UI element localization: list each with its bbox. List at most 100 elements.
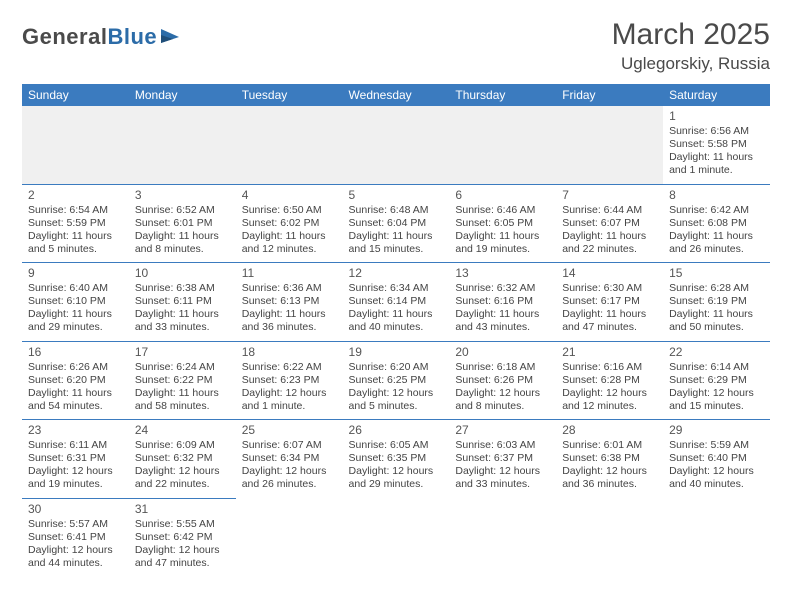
sunrise-text: Sunrise: 6:52 AM [135,204,230,217]
sunset-text: Sunset: 6:29 PM [669,374,764,387]
sunset-text: Sunset: 6:32 PM [135,452,230,465]
day-number: 13 [455,266,550,280]
calendar-cell: 16Sunrise: 6:26 AMSunset: 6:20 PMDayligh… [22,341,129,420]
flag-icon [159,27,185,48]
daylight-text: Daylight: 11 hours and 29 minutes. [28,308,123,334]
sunrise-text: Sunrise: 5:59 AM [669,439,764,452]
day-number: 9 [28,266,123,280]
calendar-cell [556,498,663,576]
logo: GeneralBlue [22,24,185,50]
calendar-cell: 23Sunrise: 6:11 AMSunset: 6:31 PMDayligh… [22,420,129,499]
header: GeneralBlue March 2025 Uglegorskiy, Russ… [22,18,770,74]
sunrise-text: Sunrise: 6:09 AM [135,439,230,452]
day-number: 17 [135,345,230,359]
calendar-cell [236,498,343,576]
day-number: 28 [562,423,657,437]
sunset-text: Sunset: 6:11 PM [135,295,230,308]
daylight-text: Daylight: 12 hours and 33 minutes. [455,465,550,491]
sunrise-text: Sunrise: 6:11 AM [28,439,123,452]
daylight-text: Daylight: 11 hours and 47 minutes. [562,308,657,334]
logo-text: GeneralBlue [22,24,157,50]
calendar-cell [663,498,770,576]
daylight-text: Daylight: 11 hours and 19 minutes. [455,230,550,256]
day-info: Sunrise: 6:44 AMSunset: 6:07 PMDaylight:… [562,204,657,257]
day-header: Sunday [22,84,129,106]
sunrise-text: Sunrise: 6:24 AM [135,361,230,374]
calendar-table: SundayMondayTuesdayWednesdayThursdayFrid… [22,84,770,576]
sunrise-text: Sunrise: 6:40 AM [28,282,123,295]
day-info: Sunrise: 6:11 AMSunset: 6:31 PMDaylight:… [28,439,123,492]
calendar-cell: 30Sunrise: 5:57 AMSunset: 6:41 PMDayligh… [22,498,129,576]
day-info: Sunrise: 6:22 AMSunset: 6:23 PMDaylight:… [242,361,337,414]
daylight-text: Daylight: 12 hours and 29 minutes. [349,465,444,491]
month-title: March 2025 [612,18,770,52]
calendar-row: 2Sunrise: 6:54 AMSunset: 5:59 PMDaylight… [22,184,770,263]
day-info: Sunrise: 6:14 AMSunset: 6:29 PMDaylight:… [669,361,764,414]
sunrise-text: Sunrise: 6:48 AM [349,204,444,217]
sunrise-text: Sunrise: 6:16 AM [562,361,657,374]
sunset-text: Sunset: 6:26 PM [455,374,550,387]
sunrise-text: Sunrise: 6:32 AM [455,282,550,295]
daylight-text: Daylight: 11 hours and 5 minutes. [28,230,123,256]
sunset-text: Sunset: 6:02 PM [242,217,337,230]
sunrise-text: Sunrise: 6:07 AM [242,439,337,452]
day-info: Sunrise: 6:52 AMSunset: 6:01 PMDaylight:… [135,204,230,257]
sunset-text: Sunset: 6:28 PM [562,374,657,387]
calendar-row: 16Sunrise: 6:26 AMSunset: 6:20 PMDayligh… [22,341,770,420]
calendar-cell: 17Sunrise: 6:24 AMSunset: 6:22 PMDayligh… [129,341,236,420]
daylight-text: Daylight: 11 hours and 40 minutes. [349,308,444,334]
day-info: Sunrise: 6:36 AMSunset: 6:13 PMDaylight:… [242,282,337,335]
day-info: Sunrise: 6:03 AMSunset: 6:37 PMDaylight:… [455,439,550,492]
day-info: Sunrise: 6:18 AMSunset: 6:26 PMDaylight:… [455,361,550,414]
day-number: 20 [455,345,550,359]
calendar-cell: 5Sunrise: 6:48 AMSunset: 6:04 PMDaylight… [343,184,450,263]
daylight-text: Daylight: 11 hours and 54 minutes. [28,387,123,413]
sunrise-text: Sunrise: 6:01 AM [562,439,657,452]
day-number: 2 [28,188,123,202]
day-info: Sunrise: 6:32 AMSunset: 6:16 PMDaylight:… [455,282,550,335]
daylight-text: Daylight: 12 hours and 19 minutes. [28,465,123,491]
calendar-cell: 13 Sunrise: 6:32 AMSunset: 6:16 PMDayligh… [449,263,556,342]
sunset-text: Sunset: 6:13 PM [242,295,337,308]
daylight-text: Daylight: 12 hours and 5 minutes. [349,387,444,413]
sunrise-text: Sunrise: 6:42 AM [669,204,764,217]
location: Uglegorskiy, Russia [612,54,770,74]
calendar-cell [556,106,663,184]
daylight-text: Daylight: 11 hours and 8 minutes. [135,230,230,256]
calendar-cell: 19Sunrise: 6:20 AMSunset: 6:25 PMDayligh… [343,341,450,420]
sunrise-text: Sunrise: 6:14 AM [669,361,764,374]
calendar-row: 23Sunrise: 6:11 AMSunset: 6:31 PMDayligh… [22,420,770,499]
calendar-cell: 12Sunrise: 6:34 AMSunset: 6:14 PMDayligh… [343,263,450,342]
calendar-cell [236,106,343,184]
calendar-cell: 9Sunrise: 6:40 AMSunset: 6:10 PMDaylight… [22,263,129,342]
day-info: Sunrise: 5:55 AMSunset: 6:42 PMDaylight:… [135,518,230,571]
sunrise-text: Sunrise: 5:57 AM [28,518,123,531]
sunrise-text: Sunrise: 6:18 AM [455,361,550,374]
calendar-cell: 6Sunrise: 6:46 AMSunset: 6:05 PMDaylight… [449,184,556,263]
calendar-cell: 4Sunrise: 6:50 AMSunset: 6:02 PMDaylight… [236,184,343,263]
daylight-text: Daylight: 12 hours and 8 minutes. [455,387,550,413]
day-header: Saturday [663,84,770,106]
calendar-cell: 3Sunrise: 6:52 AMSunset: 6:01 PMDaylight… [129,184,236,263]
sunset-text: Sunset: 6:14 PM [349,295,444,308]
day-info: Sunrise: 6:16 AMSunset: 6:28 PMDaylight:… [562,361,657,414]
sunset-text: Sunset: 6:23 PM [242,374,337,387]
calendar-cell: 22 Sunrise: 6:14 AMSunset: 6:29 PMDayligh… [663,341,770,420]
daylight-text: Daylight: 12 hours and 36 minutes. [562,465,657,491]
daylight-text: Daylight: 11 hours and 43 minutes. [455,308,550,334]
sunset-text: Sunset: 6:22 PM [135,374,230,387]
sunset-text: Sunset: 6:07 PM [562,217,657,230]
calendar-cell: 27Sunrise: 6:03 AMSunset: 6:37 PMDayligh… [449,420,556,499]
sunrise-text: Sunrise: 6:44 AM [562,204,657,217]
day-number: 22 [669,345,764,359]
day-number: 16 [28,345,123,359]
day-number: 10 [135,266,230,280]
sunset-text: Sunset: 6:40 PM [669,452,764,465]
calendar-cell: 26Sunrise: 6:05 AMSunset: 6:35 PMDayligh… [343,420,450,499]
day-number: 25 [242,423,337,437]
day-info: Sunrise: 6:09 AMSunset: 6:32 PMDaylight:… [135,439,230,492]
daylight-text: Daylight: 11 hours and 1 minute. [669,151,764,177]
daylight-text: Daylight: 11 hours and 15 minutes. [349,230,444,256]
calendar-cell: 8Sunrise: 6:42 AMSunset: 6:08 PMDaylight… [663,184,770,263]
sunset-text: Sunset: 6:41 PM [28,531,123,544]
